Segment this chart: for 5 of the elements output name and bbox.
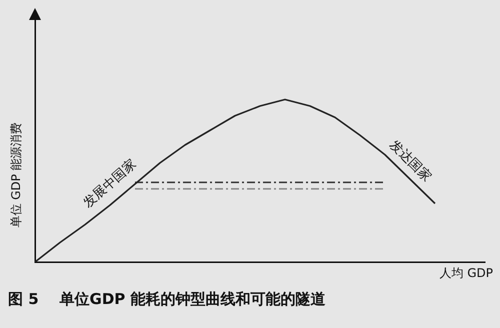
text: 图 5 单位GDP 能耗的钟型曲线和可能的隧道 <box>8 290 327 308</box>
annotation: 发展中国家 <box>80 156 140 211</box>
x-axis-title: 人均 GDP <box>439 266 493 280</box>
annotation: 发达国家 <box>386 136 435 185</box>
y-axis-title: 单位 GDP 能源消费 <box>9 122 24 228</box>
